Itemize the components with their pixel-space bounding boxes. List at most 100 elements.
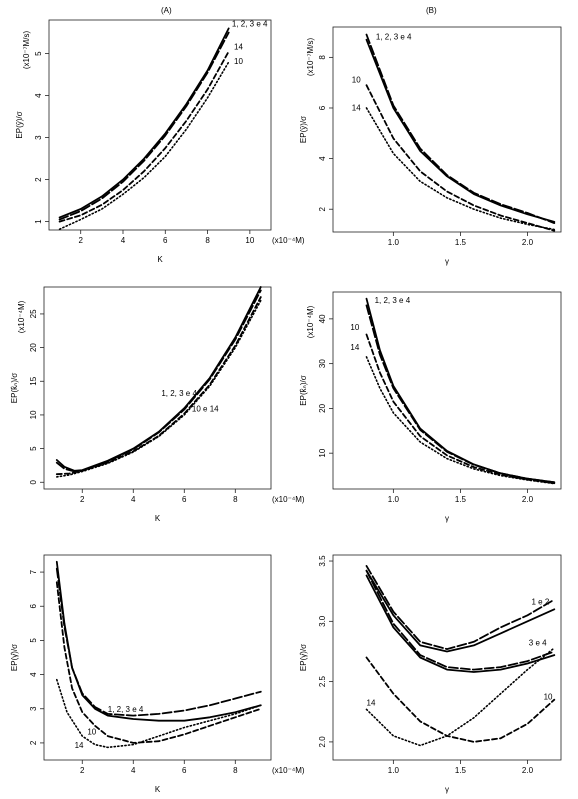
x-axis-unit: (x10⁻⁴M) xyxy=(272,495,305,504)
x-axis-label: γ xyxy=(445,514,449,523)
x-tick-label: 8 xyxy=(233,495,238,504)
series-line-1 xyxy=(365,569,556,653)
y-tick-label: 5 xyxy=(29,638,38,643)
series-line-2 xyxy=(365,304,556,484)
y-tick-label: 2.0 xyxy=(318,736,327,748)
x-axis-label: K xyxy=(157,255,163,264)
series-line-4 xyxy=(58,61,230,230)
x-axis-unit: (x10⁻⁴M) xyxy=(272,236,305,245)
curve-annotation: 10 xyxy=(87,727,96,736)
x-tick-label: 6 xyxy=(182,495,187,504)
y-tick-label: 2 xyxy=(34,177,43,182)
y-tick-label: 0 xyxy=(29,479,38,484)
plot-frame xyxy=(48,19,272,231)
x-tick-label: 1.0 xyxy=(388,238,400,247)
y-tick-label: 2 xyxy=(318,206,327,211)
x-axis-unit: (x10⁻⁴M) xyxy=(272,766,305,775)
curve-annotation: 1, 2, 3 e 4 xyxy=(375,296,411,305)
x-tick-label: 4 xyxy=(131,495,136,504)
plot-frame xyxy=(43,286,272,490)
y-tick-label: 2.5 xyxy=(318,676,327,688)
curve-annotation: 14 xyxy=(367,699,376,708)
series-line-2 xyxy=(365,565,556,650)
y-tick-label: 10 xyxy=(29,410,38,419)
chart-p5: 2 4 6 8 2 3 4 5 6 7 K (x10⁻⁴M) EP(γ̂)/σ 1, 2, 3 e 4 10… xyxy=(10,554,305,794)
chart-p1: 2 4 6 8 1012345K(x10⁻⁴M)EP(ŷ)/σ(x10⁻⁷M/s)1, … xyxy=(15,19,305,264)
x-axis-label: γ xyxy=(445,257,449,266)
y-tick-label: 6 xyxy=(318,105,327,110)
series-line-3 xyxy=(365,574,556,673)
x-axis-label: K xyxy=(155,785,161,794)
series-line-2 xyxy=(55,567,262,717)
curve-annotation: 10 xyxy=(350,323,359,332)
curve-annotation: 3 e 4 xyxy=(529,638,547,647)
series-line-3 xyxy=(55,581,262,744)
curve-annotation: 14 xyxy=(234,42,243,51)
y-tick-label: 20 xyxy=(318,403,327,412)
y-axis-label: EP(k̂ₙ)/σ xyxy=(10,373,19,403)
series-line-1 xyxy=(55,286,262,472)
x-tick-label: 1.5 xyxy=(455,495,467,504)
x-axis-label: K xyxy=(155,514,161,523)
y-tick-label: 5 xyxy=(34,51,43,56)
y-axis-unit: (x10⁻⁴M) xyxy=(17,300,26,333)
series-line-4 xyxy=(365,107,556,231)
y-tick-label: 2 xyxy=(29,740,38,745)
curve-annotation: 14 xyxy=(352,104,361,113)
series-line-4 xyxy=(365,356,556,485)
curve-annotation: 10 e 14 xyxy=(192,405,219,414)
y-tick-label: 25 xyxy=(29,309,38,318)
curve-annotation: 1, 2, 3 e 4 xyxy=(232,19,268,28)
y-tick-label: 40 xyxy=(318,314,327,323)
series-line-3 xyxy=(365,333,556,485)
x-tick-label: 6 xyxy=(182,766,187,775)
chart-p4: 1.0 1.5 2.0 10 20 30 40 γ EP(k̂ₙ)/σ (x10⁻⁴M) 1, 2,… xyxy=(299,291,562,523)
y-tick-label: 1 xyxy=(34,219,43,224)
chart-p6: 1.0 1.5 2.0 2.0 2.5 3.0 3.5 γ EP(γ̂)/σ 1 e 2 3 e 4… xyxy=(299,554,562,794)
y-axis-unit: (x10⁻⁴M) xyxy=(306,305,315,338)
x-axis-label: γ xyxy=(445,785,449,794)
plot-frame xyxy=(43,554,272,761)
x-tick-label: 10 xyxy=(245,236,254,245)
x-tick-label: 2.0 xyxy=(522,495,534,504)
y-axis-label: EP(ŷ)/σ xyxy=(299,116,308,143)
x-tick-label: 8 xyxy=(233,766,238,775)
x-tick-label: 2 xyxy=(78,236,83,245)
y-axis-label: EP(k̂ₙ)/σ xyxy=(299,375,308,405)
x-tick-label: 4 xyxy=(131,766,136,775)
series-line-4 xyxy=(365,569,556,671)
x-tick-label: 2 xyxy=(80,495,85,504)
curve-annotation: 10 xyxy=(234,57,243,66)
x-tick-label: 1.0 xyxy=(388,766,400,775)
y-tick-label: 5 xyxy=(29,446,38,451)
curve-annotation: 1, 2, 3 e 4 xyxy=(108,705,144,714)
y-tick-label: 7 xyxy=(29,569,38,574)
curve-annotation: 10 xyxy=(352,76,361,85)
y-tick-label: 3 xyxy=(34,135,43,140)
y-axis-label: EP(γ̂)/σ xyxy=(299,644,308,671)
y-tick-label: 6 xyxy=(29,603,38,608)
series-line-2 xyxy=(365,33,556,225)
x-tick-label: 8 xyxy=(205,236,210,245)
series-line-3 xyxy=(365,84,556,232)
curve-annotation: 1, 2, 3 e 4 xyxy=(376,33,412,42)
y-axis-label: EP(γ̂)/σ xyxy=(10,644,19,671)
y-axis-unit: (x10⁻⁷M/s) xyxy=(22,31,31,70)
y-tick-label: 3 xyxy=(29,706,38,711)
series-line-2 xyxy=(58,31,230,221)
y-tick-label: 15 xyxy=(29,376,38,385)
series-line-1 xyxy=(58,27,230,219)
x-tick-label: 1.0 xyxy=(388,495,400,504)
curve-annotation: 1, 2, 3 e 4 xyxy=(161,389,197,398)
series-line-3 xyxy=(55,296,262,476)
series-line-1 xyxy=(365,38,556,223)
chart-p3: 2 4 6 8 0 5 10 15 20 25 K (x10⁻⁴M) EP(k̂ₙ)/σ (x10⁻⁴M)… xyxy=(10,286,305,523)
panel-letter-b: (B) xyxy=(426,6,437,15)
y-axis-label: EP(ŷ)/σ xyxy=(15,111,24,138)
x-tick-label: 1.5 xyxy=(455,766,467,775)
y-tick-label: 4 xyxy=(318,156,327,161)
series-line-4 xyxy=(55,678,262,749)
x-tick-label: 6 xyxy=(163,236,168,245)
curve-annotation: 1 e 2 xyxy=(531,597,549,606)
